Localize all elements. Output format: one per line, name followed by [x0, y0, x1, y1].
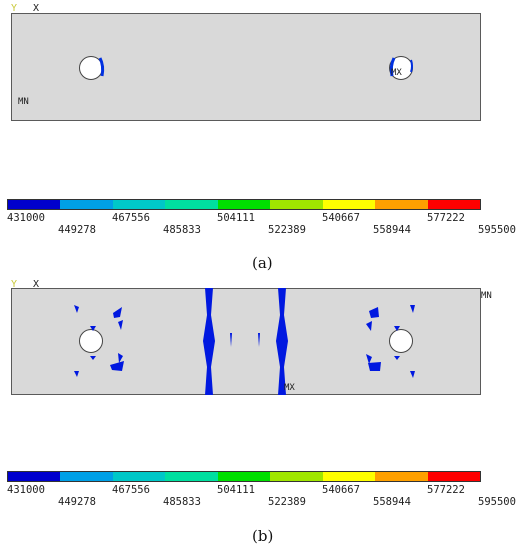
colorbar-band: [8, 200, 61, 209]
colorbar-band: [60, 472, 113, 481]
tick-label: 577222: [427, 212, 465, 224]
colorbar-band: [322, 200, 376, 209]
triad-x-label: X: [33, 3, 40, 14]
triad-y-label: Y: [11, 279, 18, 290]
stress-bands-b: [74, 288, 415, 395]
colorbar-band: [60, 200, 113, 209]
tick-label: 540667: [322, 212, 360, 224]
tick-label: 540667: [322, 484, 360, 496]
panel-b: Y X MN MX: [0, 275, 526, 550]
colorbar: [7, 199, 481, 210]
colorbar-band: [375, 472, 428, 481]
stress-spots-a: [98, 57, 413, 77]
max-label: MX: [391, 68, 402, 78]
tick-label: 467556: [112, 484, 150, 496]
left-hole: [79, 329, 103, 353]
colorbar-band: [322, 472, 376, 481]
tick-label: 558944: [373, 224, 411, 236]
tick-label: 595500: [478, 224, 516, 236]
triad-y-label: Y: [11, 3, 18, 14]
triad-x-label: X: [33, 279, 40, 290]
colorbar-band: [427, 200, 480, 209]
colorbar-band: [165, 200, 218, 209]
tick-label: 449278: [58, 224, 96, 236]
tick-label: 485833: [163, 496, 201, 508]
min-label: MN: [18, 97, 29, 107]
min-label: MN: [481, 291, 492, 301]
colorbar-band: [217, 472, 271, 481]
tick-label: 577222: [427, 484, 465, 496]
colorbar-band: [270, 200, 323, 209]
tick-label: 467556: [112, 212, 150, 224]
caption: (a): [252, 254, 273, 272]
colorbar-band: [112, 472, 166, 481]
colorbar-band: [8, 472, 61, 481]
panel-a: Y X MN MX 431000 467556 504111 540667 57…: [7, 3, 516, 272]
tick-label: 485833: [163, 224, 201, 236]
colorbar-band: [217, 200, 271, 209]
tick-label: 595500: [478, 496, 516, 508]
colorbar-band: [112, 200, 166, 209]
tick-label: 504111: [217, 212, 255, 224]
colorbar-band: [165, 472, 218, 481]
tick-label: 449278: [58, 496, 96, 508]
tick-label: 431000: [7, 484, 45, 496]
tick-label: 522389: [268, 224, 306, 236]
caption: (b): [252, 527, 274, 545]
max-label: MX: [284, 383, 295, 393]
colorbar-band: [427, 472, 480, 481]
tick-label: 431000: [7, 212, 45, 224]
colorbar-band: [375, 200, 428, 209]
tick-label: 504111: [217, 484, 255, 496]
right-hole: [389, 329, 413, 353]
tick-label: 558944: [373, 496, 411, 508]
colorbar: [7, 471, 481, 482]
tick-label: 522389: [268, 496, 306, 508]
colorbar-band: [270, 472, 323, 481]
